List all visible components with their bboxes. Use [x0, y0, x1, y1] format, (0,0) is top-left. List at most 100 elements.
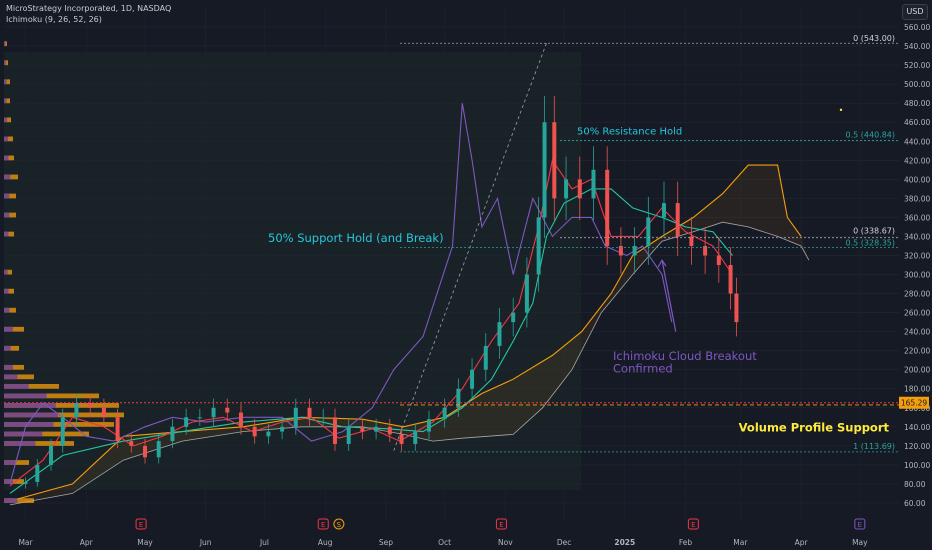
candle-body	[413, 431, 418, 444]
candle-body	[129, 441, 134, 446]
earnings-marker	[135, 518, 147, 530]
volume-profile-bar	[4, 393, 99, 399]
candle-body	[497, 322, 502, 346]
volume-profile-bar	[4, 41, 7, 47]
support-hold-annotation: 50% Support Hold (and Break)	[268, 231, 444, 245]
y-tick-label: 500.00	[904, 80, 930, 89]
candle-body	[332, 417, 337, 444]
candle-body	[23, 482, 28, 484]
candle-body	[399, 434, 404, 444]
volume-profile-bar	[4, 60, 8, 66]
candle-body	[49, 445, 54, 465]
y-tick-label: 440.00	[904, 137, 930, 146]
volume-profile-bar-dim	[4, 212, 10, 218]
y-tick-label: 560.00	[904, 23, 930, 32]
volume-profile-bar-dim	[4, 422, 54, 427]
earnings-marker	[317, 518, 329, 530]
volume-profile-bar-dim	[4, 307, 10, 313]
y-tick-label: 140.00	[904, 423, 930, 432]
volume-profile-bar-dim	[4, 364, 13, 370]
trend-line	[393, 43, 547, 451]
volume-profile-bar-dim	[4, 441, 36, 446]
candle-body	[280, 426, 285, 432]
candle-body	[442, 407, 447, 420]
candles	[23, 95, 739, 489]
y-tick-label: 280.00	[904, 290, 930, 299]
fib-lower-half-label: 0.5 (328.35)	[846, 239, 896, 248]
candle-body	[426, 419, 431, 432]
x-tick-label: May	[852, 538, 868, 547]
volume-support-annotation: Volume Profile Support	[739, 421, 890, 435]
fib-top-label: 0 (543.00)	[853, 34, 895, 43]
resistance-annotation: 50% Resistance Hold	[577, 127, 682, 138]
x-tick-label: Sep	[379, 538, 393, 547]
candle-body	[101, 407, 106, 418]
candle-body	[238, 412, 243, 427]
candle-body	[197, 417, 202, 419]
x-tick-label: Jul	[259, 538, 269, 547]
currency-button[interactable]: USD	[902, 4, 928, 20]
volume-profile-bar-dim	[4, 412, 58, 418]
x-axis[interactable]: Mar Apr May Jun Jul Aug Sep Oct Nov Dec 2025 Feb Mar…	[18, 518, 868, 547]
dividend-marker-label: S	[337, 521, 342, 529]
y-tick-label: 120.00	[904, 442, 930, 451]
volume-profile-bar	[4, 345, 19, 351]
candle-body	[360, 426, 365, 432]
candle-body	[632, 245, 637, 256]
volume-profile-bar	[4, 498, 34, 503]
volume-profile-bar	[4, 98, 10, 104]
candle-body	[307, 407, 312, 418]
candle-body	[88, 403, 93, 408]
candle-body	[542, 122, 547, 218]
y-tick-label: 80.00	[904, 480, 926, 489]
y-tick-label: 540.00	[904, 42, 930, 51]
volume-profile-bar	[4, 374, 34, 380]
volume-profile-bar	[4, 364, 24, 370]
y-tick-label: 340.00	[904, 232, 930, 241]
indicator-label[interactable]: Ichimoku (9, 26, 52, 26)	[6, 15, 102, 24]
volume-profile-bar	[4, 326, 24, 332]
y-axis[interactable]: 60.0080.00100.00120.00140.00160.00180.00…	[899, 23, 930, 508]
volume-profile-bar-dim	[4, 403, 56, 408]
candle-body	[661, 203, 666, 218]
x-tick-label: Feb	[679, 538, 693, 547]
earnings-marker-label: E	[691, 521, 695, 529]
x-tick-label: May	[137, 538, 153, 547]
volume-profile-bar-dim	[4, 479, 13, 484]
candle-body	[60, 417, 65, 446]
y-tick-label: 220.00	[904, 347, 930, 356]
candle-body	[605, 169, 610, 246]
volume-profile-bar	[4, 79, 10, 85]
candle-body	[74, 403, 79, 418]
volume-profile-bar	[4, 383, 59, 389]
candle-body	[456, 388, 461, 408]
volume-profile-bar	[4, 412, 124, 418]
volume-profile-bar	[4, 307, 16, 313]
y-tick-label: 240.00	[904, 328, 930, 337]
volume-profile-bar-dim	[4, 498, 18, 503]
volume-profile-bar-dim	[4, 231, 9, 237]
candle-body	[293, 407, 298, 427]
volume-profile-bar-dim	[4, 288, 9, 294]
x-tick-label: Jun	[199, 538, 212, 547]
x-tick-label: Aug	[318, 538, 333, 547]
candle-body	[703, 245, 708, 256]
y-tick-label: 460.00	[904, 118, 930, 127]
volume-profile-bar-dim	[4, 193, 10, 199]
volume-profile-bar-dim	[4, 60, 6, 66]
symbol-title[interactable]: MicroStrategy Incorporated, 1D, NASDAQ	[6, 4, 172, 13]
candle-body	[346, 426, 351, 444]
cloud-breakout-annotation-2: Confirmed	[613, 362, 673, 376]
cloud-fill	[9, 165, 809, 505]
candle-body	[470, 369, 475, 389]
volume-profile-bar-dim	[4, 98, 7, 104]
volume-profile-bar-dim	[4, 155, 9, 161]
volume-profile-bar	[4, 441, 74, 446]
volume-profile	[4, 41, 124, 503]
y-tick-label: 420.00	[904, 156, 930, 165]
candle-body	[536, 217, 541, 275]
candle-body	[689, 236, 694, 246]
volume-profile-bar-dim	[4, 345, 11, 351]
candle-body	[618, 245, 623, 256]
